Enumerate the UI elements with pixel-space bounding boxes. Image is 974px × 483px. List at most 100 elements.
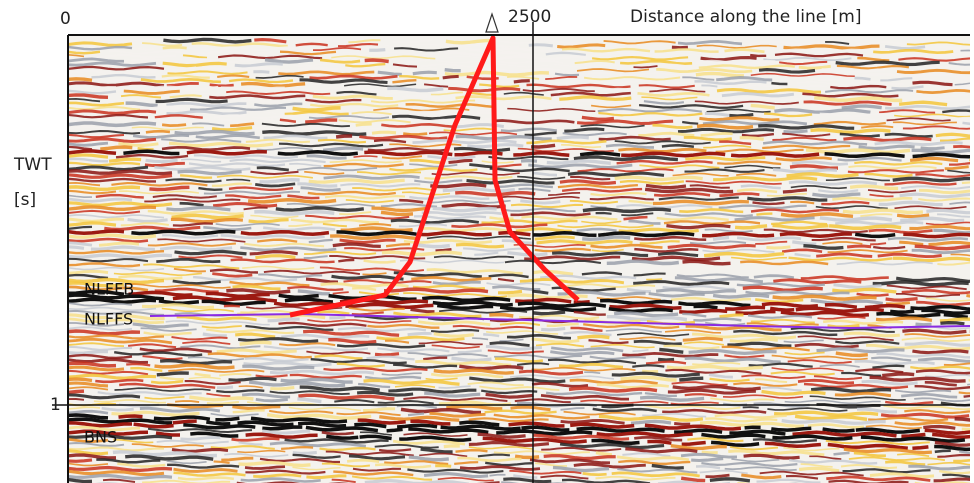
seismic-reflector (68, 157, 109, 163)
seismic-reflector (399, 435, 472, 442)
seismic-reflector (780, 212, 854, 219)
seismic-reflector (950, 253, 970, 257)
seismic-reflector (356, 171, 422, 176)
seismic-reflector (388, 387, 477, 394)
seismic-reflector (68, 113, 149, 119)
seismic-reflector (622, 352, 719, 358)
seismic-reflector (809, 455, 842, 460)
seismic-reflector (389, 91, 422, 95)
seismic-reflector (489, 216, 514, 221)
seismic-reflector (371, 130, 397, 135)
seismic-reflector (743, 453, 800, 460)
seismic-reflector (561, 187, 643, 193)
seismic-reflector (855, 40, 905, 46)
seismic-reflector (209, 83, 234, 88)
seismic-reflector (230, 258, 335, 264)
seismic-reflector (532, 310, 566, 316)
seismic-reflector (417, 243, 450, 249)
seismic-reflector (802, 92, 899, 98)
seismic-reflector (466, 178, 555, 185)
seismic-reflector (352, 467, 402, 472)
seismic-reflector (953, 145, 970, 149)
seismic-reflector (381, 372, 422, 376)
seismic-reflector (319, 58, 361, 64)
seismic-reflector (674, 428, 723, 434)
seismic-reflector (102, 478, 136, 483)
seismic-reflector (363, 378, 460, 386)
seismic-reflector (955, 116, 970, 122)
seismic-reflector (306, 474, 347, 480)
seismic-reflector (545, 76, 578, 80)
seismic-reflector (921, 308, 970, 315)
seismic-reflector (182, 54, 208, 59)
seismic-reflector (163, 37, 252, 44)
seismic-reflector (573, 462, 646, 469)
seismic-reflector (162, 234, 219, 239)
seismic-reflector (131, 126, 204, 131)
seismic-reflector (68, 473, 173, 480)
seismic-reflector (104, 225, 201, 232)
seismic-reflector (712, 293, 770, 299)
seismic-reflector (552, 251, 649, 257)
seismic-reflector (221, 456, 254, 462)
seismic-reflector (917, 357, 970, 363)
seismic-reflector (386, 427, 403, 433)
seismic-reflector (782, 188, 808, 194)
seismic-reflector (489, 341, 530, 347)
seismic-reflector (401, 191, 451, 196)
seismic-reflector (779, 76, 844, 82)
seismic-reflector (344, 246, 425, 252)
seismic-reflector (424, 83, 449, 88)
seismic-reflector (424, 391, 481, 398)
seismic-reflector (847, 169, 944, 174)
seismic-reflector (861, 125, 894, 129)
seismic-reflector (632, 364, 665, 368)
seismic-reflector (786, 172, 859, 178)
seismic-reflector (496, 429, 593, 436)
seismic-reflector (93, 399, 166, 404)
seismic-reflector (486, 330, 559, 335)
seismic-reflector (600, 298, 673, 306)
seismic-reflector (901, 337, 970, 343)
seismic-reflector (263, 134, 328, 140)
seismic-reflector (394, 384, 436, 388)
seismic-reflector (589, 355, 646, 360)
seismic-reflector (493, 413, 590, 420)
seismic-reflector (729, 429, 786, 436)
seismic-reflector (336, 362, 385, 368)
seismic-reflector (953, 458, 970, 463)
seismic-reflector (532, 269, 574, 276)
seismic-reflector (935, 132, 970, 138)
seismic-reflector (928, 240, 970, 247)
seismic-reflector (282, 99, 299, 103)
seismic-reflector (596, 431, 693, 438)
seismic-reflector (545, 390, 643, 397)
seismic-reflector (359, 134, 448, 141)
seismic-reflector (576, 227, 617, 233)
seismic-reflector (108, 157, 142, 163)
seismic-reflector (603, 39, 676, 45)
seismic-reflector (253, 70, 270, 74)
seismic-reflector (781, 248, 823, 254)
seismic-reflector (652, 199, 749, 206)
seismic-reflector (871, 356, 912, 362)
horizon-label: NLFFB (84, 280, 134, 299)
seismic-reflector (524, 255, 621, 261)
seismic-reflector (262, 130, 367, 137)
seismic-reflector (371, 206, 428, 213)
seismic-reflector (68, 38, 157, 43)
seismic-reflector (773, 278, 862, 285)
seismic-reflector (119, 382, 216, 389)
seismic-reflector (68, 477, 93, 483)
seismic-reflector (531, 337, 580, 344)
seismic-reflector (165, 178, 222, 183)
seismic-reflector (295, 42, 328, 47)
seismic-reflector (161, 138, 242, 143)
seismic-reflector (115, 153, 189, 159)
seismic-reflector (369, 47, 386, 52)
seismic-reflector (289, 162, 322, 167)
seismic-reflector (68, 125, 125, 131)
seismic-reflector (127, 343, 177, 349)
seismic-reflector (493, 63, 550, 68)
seismic-reflector (171, 213, 244, 220)
